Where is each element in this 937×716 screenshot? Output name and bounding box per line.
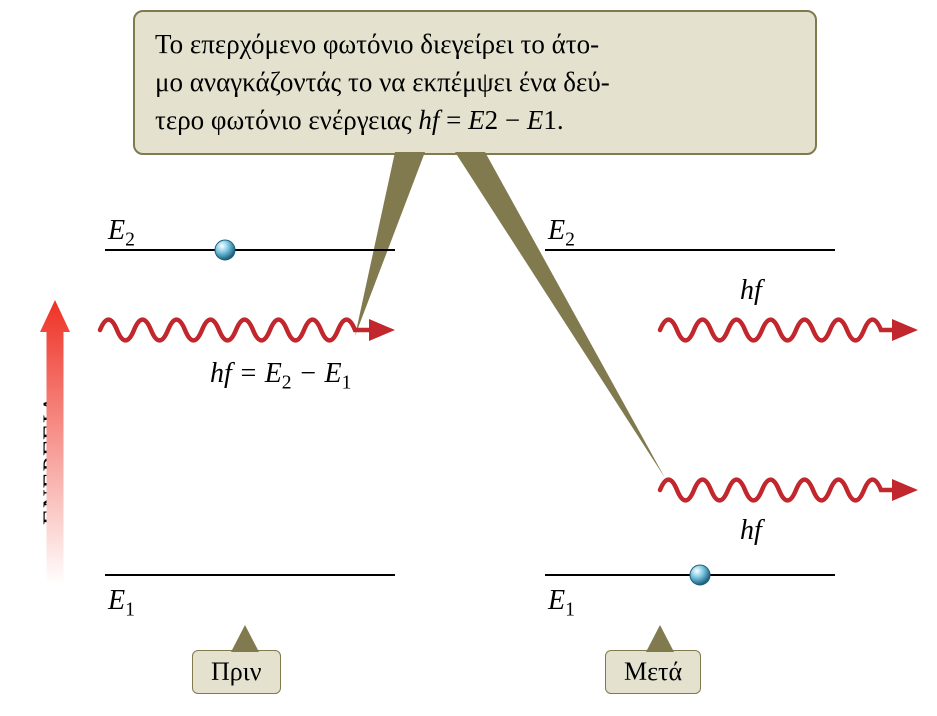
- before-callout: Πριν: [192, 650, 281, 694]
- left-photon-formula: hf = E2 − E1: [210, 358, 351, 395]
- right-e1-label: E1: [548, 585, 575, 622]
- callout-line-3: τερο φωτόνιο ενέργειας hf = E2 − E1.: [155, 102, 795, 140]
- callout-line-2: μο αναγκάζοντάς το να εκπέμψει ένα δεύ-: [155, 64, 795, 102]
- right-photon-arrowhead-bottom: [892, 479, 918, 501]
- left-e1-label: E1: [108, 585, 135, 622]
- before-pointer: [231, 625, 259, 652]
- callout-pointer-1: [355, 152, 425, 336]
- callout-pointer-2: [455, 152, 665, 478]
- right-photon-arrowhead-top: [892, 319, 918, 341]
- right-hf-bottom-label: hf: [740, 515, 762, 547]
- energy-axis-label: ΕΝΕΡΓΕΙΑ: [38, 394, 68, 525]
- before-label: Πριν: [211, 657, 262, 686]
- right-hf-top-label: hf: [740, 275, 762, 307]
- after-label: Μετά: [624, 657, 682, 686]
- after-pointer: [646, 625, 674, 652]
- after-callout: Μετά: [605, 650, 701, 694]
- right-photon-wave-top: [660, 320, 892, 341]
- left-electron: [215, 240, 235, 260]
- left-e2-label: E2: [108, 215, 135, 252]
- callout-line-1: Το επερχόμενο φωτόνιο διεγείρει το άτο-: [155, 26, 795, 64]
- right-photon-wave-bottom: [660, 480, 892, 501]
- left-photon-arrowhead: [369, 319, 395, 341]
- top-callout: Το επερχόμενο φωτόνιο διεγείρει το άτο- …: [133, 10, 817, 155]
- right-electron: [690, 565, 710, 585]
- right-e2-label: E2: [548, 215, 575, 252]
- left-photon-wave: [100, 320, 369, 341]
